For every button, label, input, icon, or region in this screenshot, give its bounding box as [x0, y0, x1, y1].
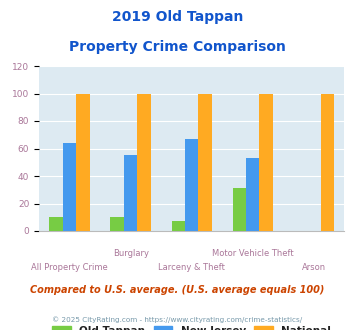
Bar	[63, 143, 76, 231]
Text: Motor Vehicle Theft: Motor Vehicle Theft	[212, 249, 294, 258]
Bar	[246, 158, 260, 231]
Bar	[321, 93, 334, 231]
Text: Arson: Arson	[302, 263, 326, 272]
Bar	[171, 221, 185, 231]
Text: Larceny & Theft: Larceny & Theft	[158, 263, 225, 272]
Bar	[233, 188, 246, 231]
Bar	[185, 139, 198, 231]
Text: © 2025 CityRating.com - https://www.cityrating.com/crime-statistics/: © 2025 CityRating.com - https://www.city…	[53, 317, 302, 323]
Bar	[110, 217, 124, 231]
Bar	[124, 155, 137, 231]
Bar	[260, 93, 273, 231]
Text: Compared to U.S. average. (U.S. average equals 100): Compared to U.S. average. (U.S. average …	[30, 285, 325, 295]
Text: All Property Crime: All Property Crime	[31, 263, 108, 272]
Text: Property Crime Comparison: Property Crime Comparison	[69, 40, 286, 53]
Bar	[198, 93, 212, 231]
Bar	[49, 217, 63, 231]
Bar	[137, 93, 151, 231]
Bar	[76, 93, 90, 231]
Legend: Old Tappan, New Jersey, National: Old Tappan, New Jersey, National	[48, 322, 335, 330]
Text: Burglary: Burglary	[113, 249, 149, 258]
Text: 2019 Old Tappan: 2019 Old Tappan	[112, 10, 243, 24]
